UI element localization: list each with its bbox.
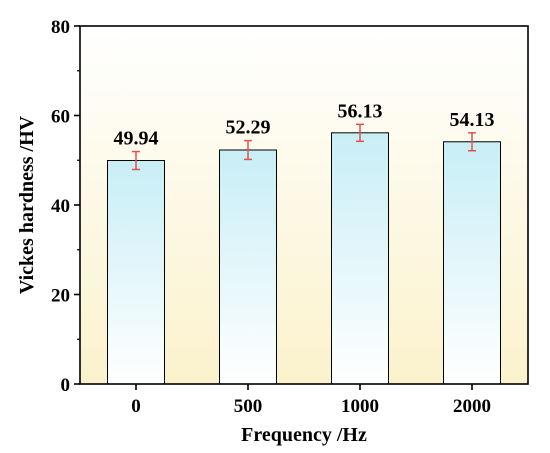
bar — [219, 149, 277, 385]
value-label: 49.94 — [114, 128, 159, 150]
error-bars-layer — [132, 123, 476, 171]
y-tick-label: 40 — [51, 196, 70, 217]
y-axis: 0 20 40 60 80 — [51, 17, 80, 396]
bar — [331, 132, 389, 385]
x-axis: 0 500 1000 2000 — [131, 384, 491, 417]
x-tick-label: 2000 — [453, 396, 491, 417]
x-tick-label: 1000 — [341, 396, 379, 417]
value-label: 56.13 — [338, 100, 383, 122]
bars-layer — [107, 132, 501, 385]
y-tick-label: 0 — [61, 375, 71, 396]
value-labels-layer: 49.94 52.29 56.13 54.13 — [114, 100, 495, 149]
bar — [107, 160, 165, 385]
value-label: 52.29 — [226, 117, 271, 139]
x-tick-label: 500 — [234, 396, 263, 417]
x-tick-label: 0 — [131, 396, 141, 417]
bar — [443, 141, 501, 385]
value-label: 54.13 — [450, 109, 495, 131]
y-axis-title: Vickes hardness /HV — [16, 115, 38, 294]
y-tick-label: 60 — [51, 107, 70, 128]
y-tick-label: 80 — [51, 17, 70, 38]
y-tick-label: 20 — [51, 286, 70, 307]
x-axis-title: Frequency /Hz — [241, 424, 367, 446]
